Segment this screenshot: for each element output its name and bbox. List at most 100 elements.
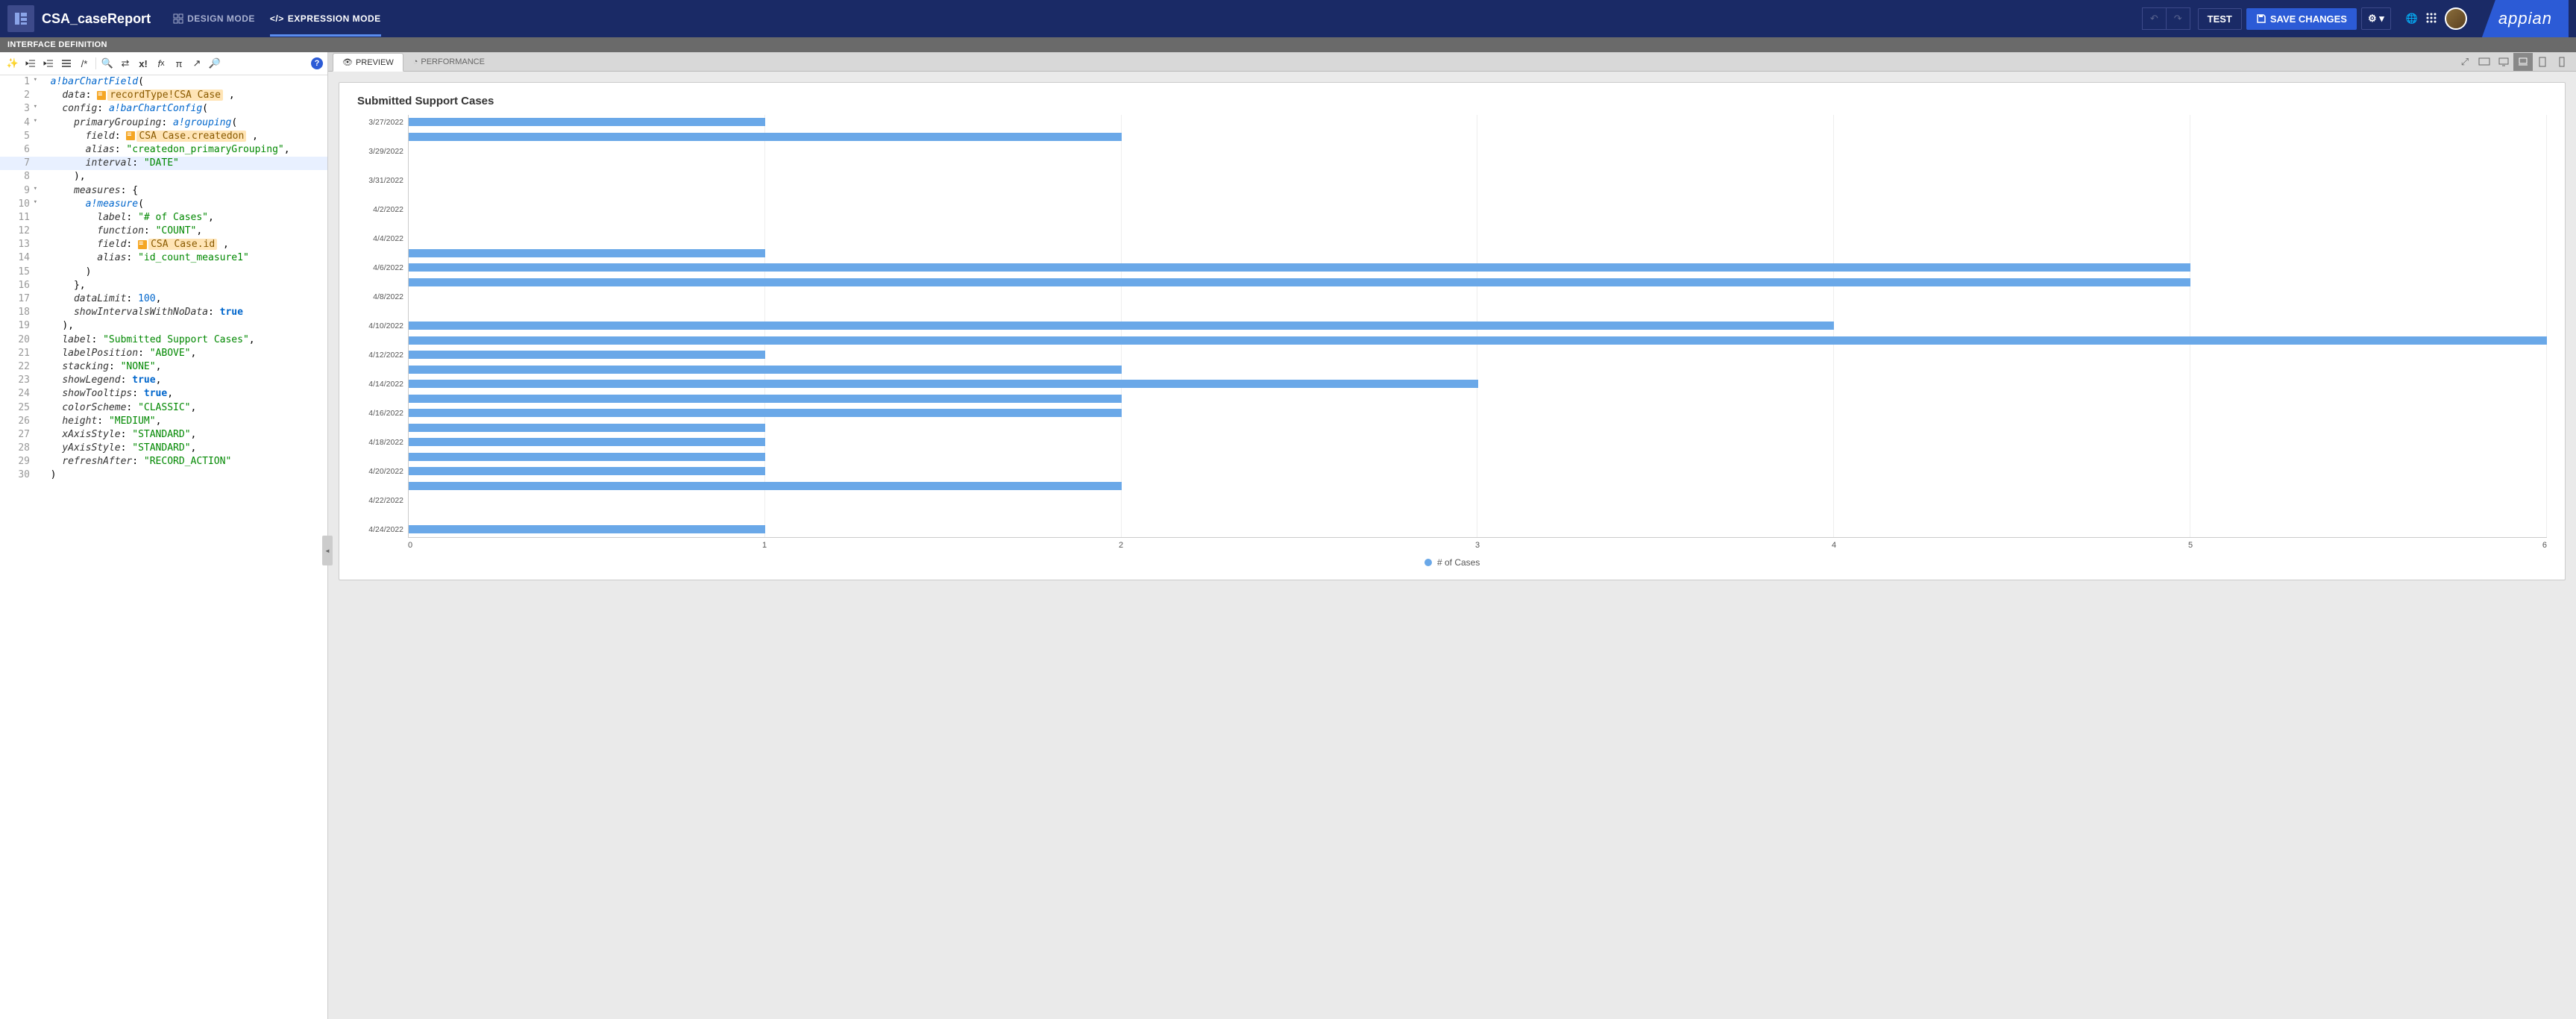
code-line[interactable]: 12 function: "COUNT",: [0, 225, 327, 238]
code-line[interactable]: 13 field: CSA Case.id ,: [0, 238, 327, 251]
device-desktop-icon[interactable]: [2494, 53, 2513, 71]
eye-icon: 👁: [342, 57, 353, 67]
globe-icon[interactable]: 🌐: [2406, 13, 2418, 25]
chart-bar[interactable]: [409, 278, 2190, 286]
comment-icon[interactable]: /*: [76, 55, 92, 72]
chart-bar[interactable]: [409, 453, 765, 461]
search-icon[interactable]: 🔍: [99, 55, 116, 72]
code-line[interactable]: 29 refreshAfter: "RECORD_ACTION": [0, 455, 327, 468]
magic-wand-icon[interactable]: ✨: [4, 55, 21, 72]
redo-button[interactable]: ↷: [2166, 8, 2190, 29]
chart-bar[interactable]: [409, 424, 765, 432]
code-line[interactable]: 20 label: "Submitted Support Cases",: [0, 333, 327, 347]
chart-bar[interactable]: [409, 249, 765, 257]
code-line[interactable]: 10▾ a!measure(: [0, 198, 327, 211]
code-line[interactable]: 1▾ a!barChartField(: [0, 75, 327, 89]
expression-mode-tab[interactable]: </> EXPRESSION MODE: [270, 13, 381, 37]
y-axis-label: 4/10/2022: [357, 319, 403, 333]
code-line[interactable]: 26 height: "MEDIUM",: [0, 415, 327, 428]
x-axis-tick: 6: [2369, 541, 2547, 550]
code-line[interactable]: 9▾ measures: {: [0, 184, 327, 198]
y-axis-label: [357, 275, 403, 290]
chart-title: Submitted Support Cases: [357, 95, 2547, 107]
chart-bar[interactable]: [409, 395, 1122, 403]
code-line[interactable]: 23 showLegend: true,: [0, 374, 327, 387]
chart-bar[interactable]: [409, 438, 765, 446]
user-avatar[interactable]: [2445, 7, 2467, 30]
code-line[interactable]: 19 ),: [0, 319, 327, 333]
code-line[interactable]: 8 ),: [0, 170, 327, 184]
chart-bar[interactable]: [409, 322, 1834, 330]
chart-bar[interactable]: [409, 336, 2547, 345]
pi-icon[interactable]: π: [171, 55, 187, 72]
y-axis-label: [357, 421, 403, 436]
code-line[interactable]: 3▾ config: a!barChartConfig(: [0, 102, 327, 116]
y-axis-label: [357, 217, 403, 232]
code-line[interactable]: 7 interval: "DATE": [0, 157, 327, 170]
undo-redo-group: ↶ ↷: [2142, 7, 2190, 30]
chart-legend: # of Cases: [357, 557, 2547, 568]
chart-bar[interactable]: [409, 366, 1122, 374]
test-button[interactable]: TEST: [2198, 8, 2242, 30]
code-line[interactable]: 25 colorScheme: "CLASSIC",: [0, 401, 327, 415]
design-mode-tab[interactable]: DESIGN MODE: [173, 13, 255, 24]
code-line[interactable]: 14 alias: "id_count_measure1": [0, 251, 327, 265]
device-laptop-icon[interactable]: [2513, 53, 2533, 71]
y-axis-label: 4/18/2022: [357, 435, 403, 450]
chart-bar[interactable]: [409, 467, 765, 475]
undo-button[interactable]: ↶: [2143, 8, 2166, 29]
outdent-icon[interactable]: [22, 55, 39, 72]
chart-bar[interactable]: [409, 263, 2190, 272]
device-fit-icon[interactable]: ⤢: [2455, 53, 2475, 71]
inspect-icon[interactable]: 🔎: [207, 55, 223, 72]
device-phone-icon[interactable]: [2552, 53, 2572, 71]
chart-bar[interactable]: [409, 409, 1122, 417]
code-line[interactable]: 5 field: CSA Case.createdon ,: [0, 130, 327, 143]
replace-icon[interactable]: ⇄: [117, 55, 133, 72]
chart-bar[interactable]: [409, 133, 1122, 141]
indent-icon[interactable]: [40, 55, 57, 72]
code-line[interactable]: 2 data: recordType!CSA Case ,: [0, 89, 327, 102]
code-editor[interactable]: 1▾ a!barChartField(2 data: recordType!CS…: [0, 75, 327, 1019]
code-line[interactable]: 22 stacking: "NONE",: [0, 360, 327, 374]
code-line[interactable]: 15 ): [0, 266, 327, 279]
y-axis-label: [357, 188, 403, 203]
apps-grid-icon[interactable]: [2425, 12, 2437, 26]
fx-icon[interactable]: fx: [153, 55, 169, 72]
preview-tabs: 👁 PREVIEW ◔ PERFORMANCE ⤢: [328, 52, 2576, 72]
chart-bar[interactable]: [409, 118, 765, 126]
chart-bar[interactable]: [409, 525, 765, 533]
y-axis-label: [357, 130, 403, 145]
chart-bar[interactable]: [409, 351, 765, 359]
code-line[interactable]: 18 showIntervalsWithNoData: true: [0, 306, 327, 319]
preview-tab[interactable]: 👁 PREVIEW: [333, 53, 403, 72]
list-icon[interactable]: [58, 55, 75, 72]
code-line[interactable]: 4▾ primaryGrouping: a!grouping(: [0, 116, 327, 130]
code-line[interactable]: 6 alias: "createdon_primaryGrouping",: [0, 143, 327, 157]
y-axis-label: [357, 392, 403, 407]
code-line[interactable]: 11 label: "# of Cases",: [0, 211, 327, 225]
device-tablet-icon[interactable]: [2533, 53, 2552, 71]
y-axis-label: 4/24/2022: [357, 522, 403, 537]
code-line[interactable]: 24 showTooltips: true,: [0, 387, 327, 401]
y-axis-label: 3/27/2022: [357, 115, 403, 130]
device-desktop-wide-icon[interactable]: [2475, 53, 2494, 71]
code-line[interactable]: 16 },: [0, 279, 327, 292]
chart-bar[interactable]: [409, 380, 1478, 388]
performance-tab[interactable]: ◔ PERFORMANCE: [403, 53, 494, 71]
code-line[interactable]: 21 labelPosition: "ABOVE",: [0, 347, 327, 360]
expression-mode-label: EXPRESSION MODE: [288, 13, 381, 24]
chart-bar[interactable]: [409, 482, 1122, 490]
help-icon[interactable]: ?: [311, 57, 323, 69]
panel-collapse-handle[interactable]: [322, 536, 333, 565]
y-axis-label: 4/16/2022: [357, 406, 403, 421]
code-line[interactable]: 30 ): [0, 468, 327, 482]
clear-icon[interactable]: x!: [135, 55, 151, 72]
settings-dropdown[interactable]: ⚙ ▾: [2361, 7, 2391, 30]
code-line[interactable]: 17 dataLimit: 100,: [0, 292, 327, 306]
export-icon[interactable]: ↗: [189, 55, 205, 72]
x-axis-tick: 3: [1299, 541, 1656, 550]
code-line[interactable]: 27 xAxisStyle: "STANDARD",: [0, 428, 327, 442]
save-changes-button[interactable]: SAVE CHANGES: [2246, 8, 2357, 30]
code-line[interactable]: 28 yAxisStyle: "STANDARD",: [0, 442, 327, 455]
